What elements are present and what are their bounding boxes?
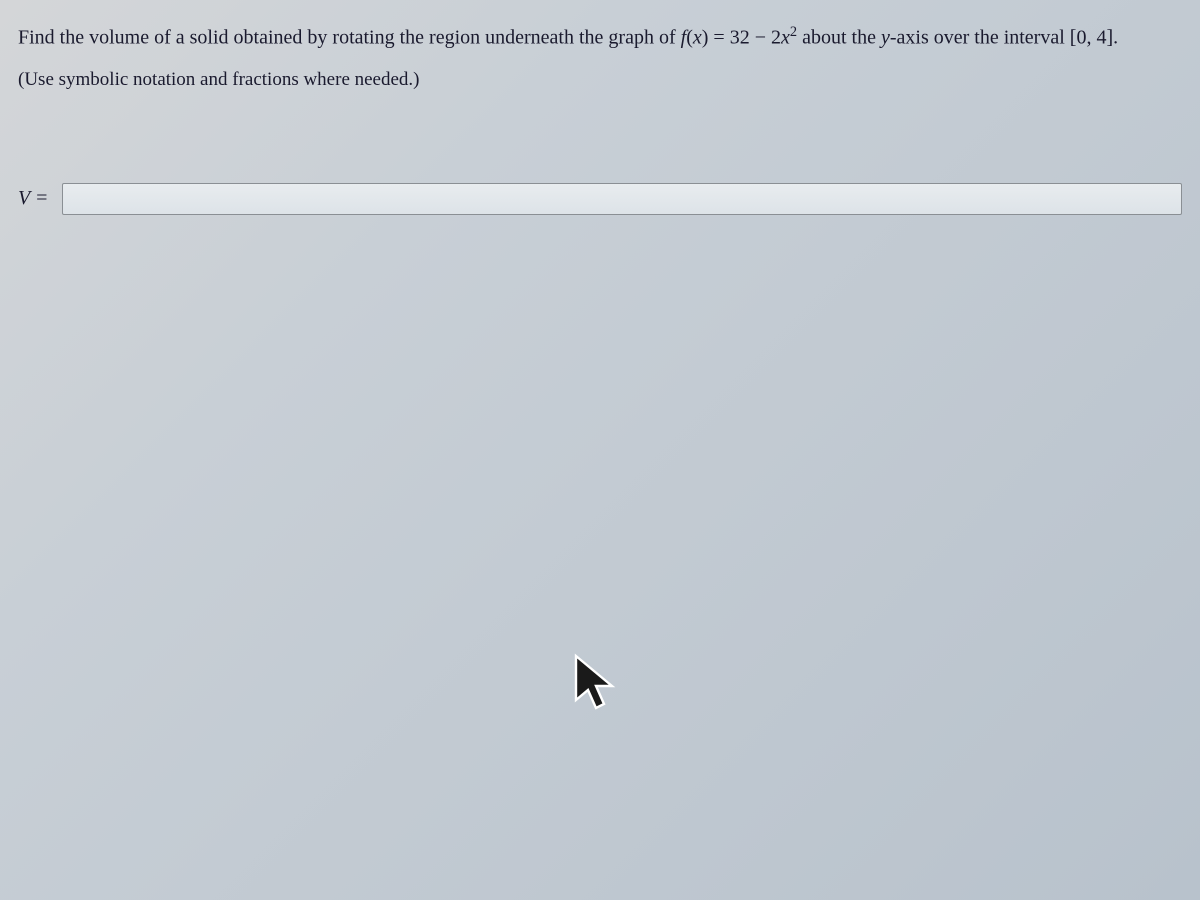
expr-const: 32 xyxy=(730,27,750,49)
instruction-text: (Use symbolic notation and fractions whe… xyxy=(18,69,1182,91)
cursor-icon xyxy=(572,652,620,716)
answer-equals: = xyxy=(30,187,49,209)
expr-exp: 2 xyxy=(790,24,797,40)
axis-variable: y xyxy=(881,27,890,49)
answer-label: V = xyxy=(18,187,48,210)
problem-text-2: about the xyxy=(797,27,881,49)
problem-statement: Find the volume of a solid obtained by r… xyxy=(18,20,1182,55)
answer-row: V = xyxy=(18,183,1182,215)
expr-minus: − xyxy=(750,27,771,49)
expr-var: x xyxy=(781,27,790,49)
answer-input[interactable] xyxy=(62,183,1182,215)
function-name: f xyxy=(681,27,687,49)
expr-coef: 2 xyxy=(771,27,781,49)
interval-text: [0, 4]. xyxy=(1070,27,1118,49)
answer-variable: V xyxy=(18,187,30,209)
problem-text-1: Find the volume of a solid obtained by r… xyxy=(18,27,681,49)
function-variable: x xyxy=(693,27,702,49)
equals-sign: = xyxy=(708,27,729,49)
problem-text-3: -axis over the interval xyxy=(890,27,1070,49)
